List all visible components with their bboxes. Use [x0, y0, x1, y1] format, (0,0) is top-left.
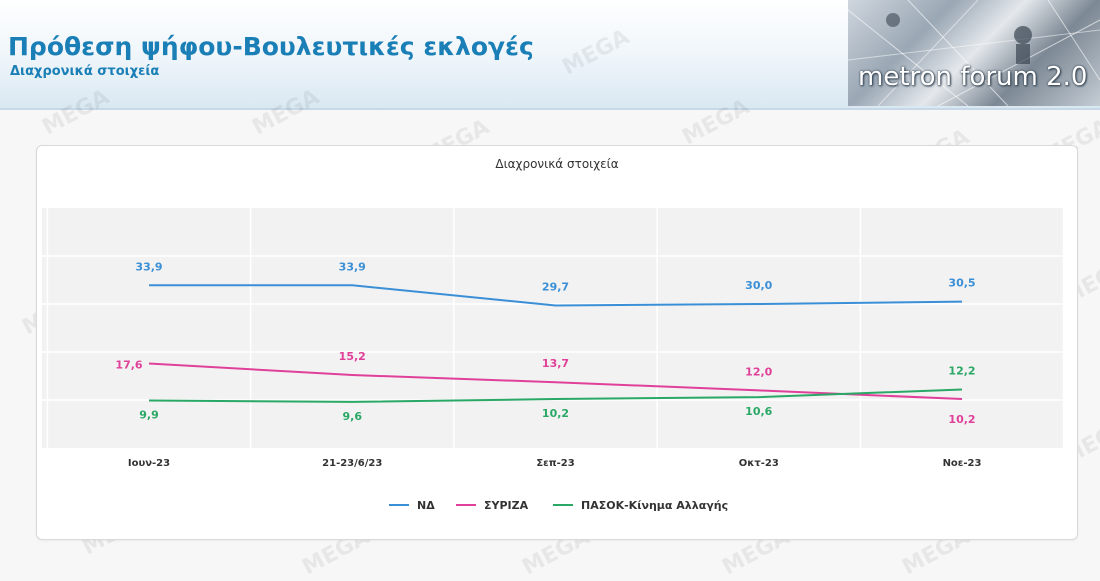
data-label: 33,9 [339, 260, 366, 273]
legend-label: ΣΥΡΙΖΑ [484, 499, 529, 512]
data-label: 10,2 [948, 413, 975, 426]
logo-background-graphic [848, 0, 1100, 106]
data-label: 15,2 [339, 350, 366, 363]
series-line-1 [149, 284, 963, 307]
data-label: 29,7 [542, 280, 569, 293]
data-label: 12,2 [948, 364, 975, 377]
data-label: 10,2 [542, 407, 569, 420]
series-line-3 [148, 388, 963, 403]
data-label: 9,9 [139, 408, 159, 421]
chart-card: Διαχρονικά στοιχεία Ιουν-23 21-23/6/23 Σεπ-… [36, 145, 1078, 540]
data-label: 17,6 [115, 359, 142, 372]
data-label: 30,5 [948, 277, 975, 290]
x-tick-label: Ιουν-23 [128, 458, 170, 469]
legend-label: ΠΑΣΟΚ-Κίνημα Αλλαγής [581, 499, 728, 512]
chart-title: Διαχρονικά στοιχεία [495, 157, 618, 171]
legend-label: ΝΔ [417, 499, 435, 512]
page-header: Πρόθεση ψήφου-Βουλευτικές εκλογές Διαχρο… [0, 0, 1100, 110]
data-label: 12,0 [745, 365, 772, 378]
page-subtitle: Διαχρονικά στοιχεία [10, 64, 160, 79]
x-tick-label: Οκτ-23 [739, 458, 779, 469]
data-label: 10,6 [745, 405, 772, 418]
series-line-2 [148, 362, 963, 401]
metron-forum-logo: metron forum 2.0 [848, 0, 1100, 106]
data-label: 30,0 [745, 279, 772, 292]
data-label: 9,6 [343, 410, 363, 423]
x-tick-label: 21-23/6/23 [322, 458, 382, 469]
plot-area [42, 208, 1064, 448]
x-tick-label: Νοε-23 [943, 458, 982, 469]
x-tick-label: Σεπ-23 [536, 458, 574, 469]
data-label: 33,9 [135, 260, 162, 273]
data-label: 13,7 [542, 357, 569, 370]
page-title: Πρόθεση ψήφου-Βουλευτικές εκλογές [8, 32, 534, 61]
line-chart: Διαχρονικά στοιχεία Ιουν-23 21-23/6/23 Σεπ-… [42, 157, 1065, 512]
logo-text: metron forum 2.0 [858, 62, 1088, 92]
